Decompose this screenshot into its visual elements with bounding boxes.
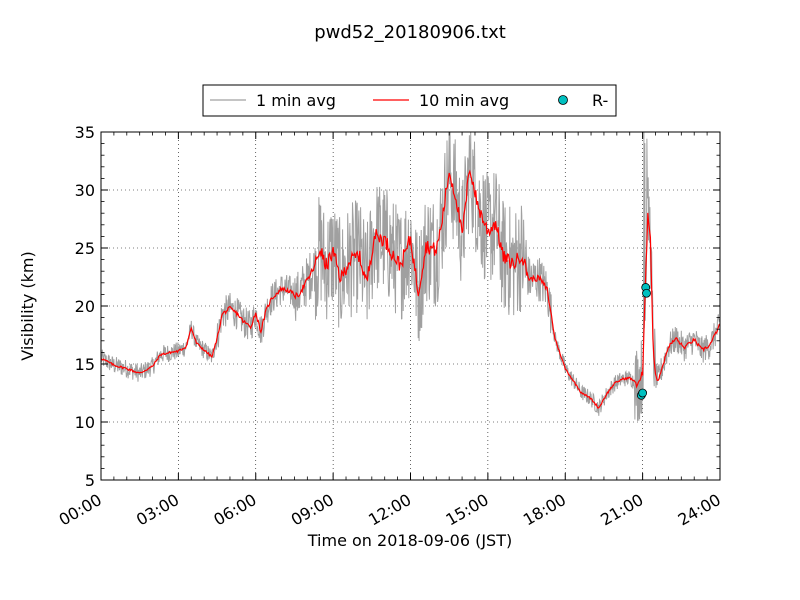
legend-label-10min: 10 min avg <box>419 91 509 110</box>
plot-background <box>101 132 720 480</box>
axis-ticks <box>100 131 721 481</box>
y-tick-label: 10 <box>75 413 95 432</box>
series-r-minus <box>636 283 651 400</box>
y-axis-tick-labels: 5 10 15 20 25 30 35 <box>75 123 95 490</box>
r-minus-point <box>642 288 651 298</box>
plot-area <box>100 131 721 481</box>
series-line-10min-avg <box>100 169 721 409</box>
chart-title: pwd52_20180906.txt <box>314 22 506 43</box>
y-tick-label: 25 <box>75 239 95 258</box>
legend: 1 min avg 10 min avg R- <box>202 84 617 117</box>
y-tick-label: 20 <box>75 297 95 316</box>
y-tick-label: 5 <box>85 471 95 490</box>
x-axis-label: Time on 2018-09-06 (JST) <box>307 531 512 550</box>
legend-label-1min: 1 min avg <box>256 91 336 110</box>
y-axis-label: Visibility (km) <box>18 251 37 360</box>
y-tick-label: 15 <box>75 355 95 374</box>
legend-label-r-minus: R- <box>592 91 608 110</box>
legend-swatch-r-minus <box>558 95 568 105</box>
y-tick-label: 35 <box>75 123 95 142</box>
legend-box <box>202 84 617 117</box>
y-tick-label: 30 <box>75 181 95 200</box>
r-minus-point <box>638 388 648 398</box>
series-10min-avg <box>100 169 721 409</box>
